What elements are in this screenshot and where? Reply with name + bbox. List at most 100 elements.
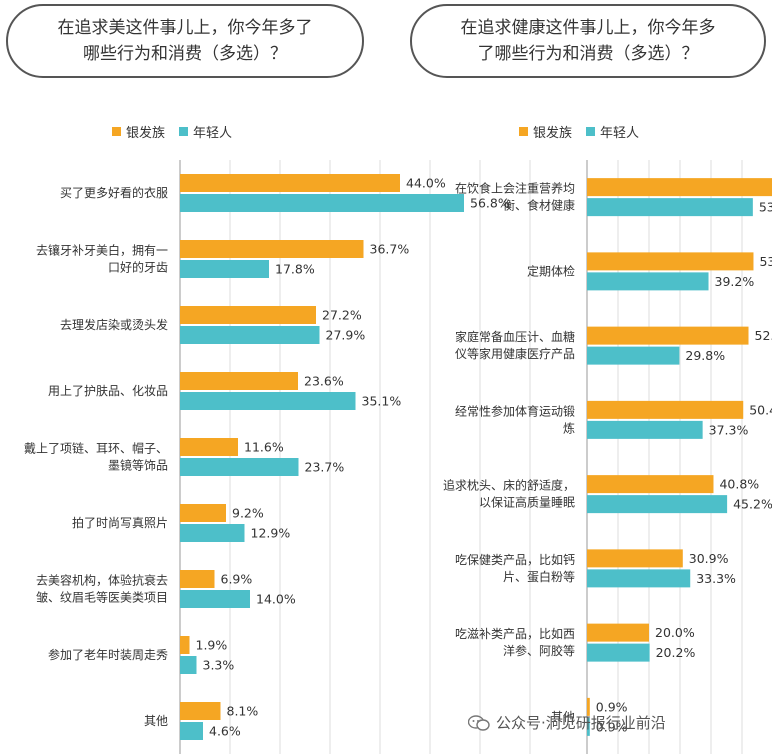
right-value-label-silver: 0.9% bbox=[596, 699, 628, 714]
right-bar-silver bbox=[587, 623, 649, 642]
right-category-label: 吃滋补类产品，比如西洋参、阿胶等 bbox=[455, 626, 575, 658]
left-legend: 银发族 年轻人 bbox=[112, 122, 246, 141]
left-bar-silver bbox=[180, 504, 226, 522]
left-category-label-line: 买了更多好看的衣服 bbox=[60, 185, 168, 200]
right-category-label-line: 其他 bbox=[551, 710, 575, 724]
left-value-label-young: 14.0% bbox=[256, 592, 296, 607]
left-category-label: 参加了老年时装周走秀 bbox=[48, 647, 168, 662]
left-question-line-2: 哪些行为和消费（多选）？ bbox=[83, 44, 287, 64]
right-bar-silver bbox=[587, 178, 772, 197]
left-bar-silver bbox=[180, 174, 400, 192]
left-chart-question: 在追求美这件事儿上，你今年多了 哪些行为和消费（多选）？ bbox=[6, 4, 364, 78]
left-bar-silver bbox=[180, 570, 215, 588]
left-value-label-young: 56.8% bbox=[470, 196, 510, 211]
left-category-label: 戴上了项链、耳环、帽子、墨镜等饰品 bbox=[24, 441, 168, 473]
right-category-label-line: 炼 bbox=[563, 420, 575, 435]
left-category-label-line: 用上了护肤品、化妆品 bbox=[48, 383, 168, 398]
left-value-label-silver: 1.9% bbox=[196, 638, 228, 653]
right-value-label-silver: 30.9% bbox=[689, 551, 729, 566]
legend-young-label: 年轻人 bbox=[193, 126, 233, 141]
left-question-line-1: 在追求美这件事儿上，你今年多了 bbox=[57, 18, 313, 38]
watermark: 公众号·洞见研报行业前沿 bbox=[468, 712, 666, 733]
left-bar-silver bbox=[180, 240, 364, 258]
right-bar-silver bbox=[587, 549, 683, 568]
right-category-label-line: 洋参、阿胶等 bbox=[503, 643, 575, 658]
right-bar-silver bbox=[587, 697, 590, 716]
silver-swatch bbox=[519, 127, 528, 136]
left-bar-silver bbox=[180, 636, 190, 654]
right-bar-silver bbox=[587, 400, 744, 419]
right-value-label-silver: 40.8% bbox=[719, 477, 759, 492]
left-bar-young bbox=[180, 656, 197, 674]
left-category-label-line: 去美容机构，体验抗衰去 bbox=[36, 573, 168, 588]
right-category-label-line: 衡、食材健康 bbox=[503, 198, 575, 213]
left-category-label-line: 口好的牙齿 bbox=[108, 260, 168, 275]
left-value-label-silver: 36.7% bbox=[370, 242, 410, 257]
left-bar-young bbox=[180, 524, 245, 542]
right-bar-young bbox=[587, 346, 680, 365]
right-bar-young bbox=[587, 272, 709, 291]
left-bar-silver bbox=[180, 702, 221, 720]
right-bar-young bbox=[587, 569, 691, 588]
right-category-label-line: 片、蛋白粉等 bbox=[503, 569, 575, 584]
right-value-label-young: 0.9% bbox=[596, 719, 628, 734]
left-bar-young bbox=[180, 392, 356, 410]
right-category-label-line: 家庭常备血压计、血糖 bbox=[455, 329, 575, 344]
left-category-label-line: 皱、纹眉毛等医美类项目 bbox=[36, 590, 168, 605]
right-category-label-line: 追求枕头、床的舒适度， bbox=[443, 478, 575, 493]
right-bar-silver bbox=[587, 252, 754, 271]
right-value-label-silver: 52.1% bbox=[755, 328, 772, 343]
left-category-label: 买了更多好看的衣服 bbox=[60, 185, 168, 200]
left-category-label: 去理发店染或烫头发 bbox=[60, 317, 168, 332]
right-value-label-young: 29.8% bbox=[685, 348, 725, 363]
left-value-label-silver: 11.6% bbox=[244, 440, 284, 455]
left-category-label-line: 去镶牙补牙美白，拥有一 bbox=[36, 243, 168, 258]
left-value-label-young: 35.1% bbox=[362, 394, 402, 409]
left-bar-young bbox=[180, 722, 203, 740]
legend-silver-label: 银发族 bbox=[533, 126, 573, 141]
right-bar-silver bbox=[587, 326, 749, 345]
young-swatch bbox=[179, 127, 189, 136]
right-value-label-silver: 53.7% bbox=[759, 254, 772, 269]
right-bar-young bbox=[587, 643, 650, 662]
left-value-label-silver: 8.1% bbox=[227, 704, 259, 719]
right-bar-young bbox=[587, 495, 728, 514]
left-value-label-silver: 44.0% bbox=[406, 176, 446, 191]
right-bar-young bbox=[587, 198, 753, 217]
right-value-label-young: 33.3% bbox=[696, 571, 736, 586]
right-value-label-young: 39.2% bbox=[715, 274, 755, 289]
left-bar-silver bbox=[180, 372, 298, 390]
right-question-line-1: 在追求健康这件事儿上，你今年多 bbox=[460, 18, 716, 38]
right-value-label-young: 37.3% bbox=[709, 422, 749, 437]
left-category-label: 其他 bbox=[144, 714, 168, 728]
watermark-text: 公众号·洞见研报行业前沿 bbox=[496, 714, 666, 732]
right-category-label: 家庭常备血压计、血糖仪等家用健康医疗产品 bbox=[455, 329, 575, 361]
left-bar-silver bbox=[180, 438, 238, 456]
left-bar-silver bbox=[180, 306, 316, 324]
right-value-label-silver: 20.0% bbox=[655, 625, 695, 640]
left-category-label: 用上了护肤品、化妆品 bbox=[48, 383, 168, 398]
left-category-label-line: 去理发店染或烫头发 bbox=[60, 317, 168, 332]
right-category-label: 追求枕头、床的舒适度， 以保证高质量睡眠 bbox=[443, 478, 575, 510]
left-bar-young bbox=[180, 260, 269, 278]
right-bar-young bbox=[587, 717, 590, 736]
right-chart-question: 在追求健康这件事儿上，你今年多 了哪些行为和消费（多选）？ bbox=[410, 4, 766, 78]
right-category-label-line: 吃保健类产品，比如钙 bbox=[455, 552, 575, 567]
left-bar-young bbox=[180, 590, 250, 608]
right-legend: 银发族 年轻人 bbox=[519, 122, 653, 141]
left-category-label: 去镶牙补牙美白，拥有一口好的牙齿 bbox=[36, 243, 168, 275]
wechat-icon bbox=[468, 714, 490, 731]
left-bar-young bbox=[180, 458, 299, 476]
left-category-label: 拍了时尚写真照片 bbox=[72, 515, 168, 530]
left-category-label: 去美容机构，体验抗衰去皱、纹眉毛等医美类项目 bbox=[36, 573, 168, 605]
right-bar-young bbox=[587, 420, 703, 439]
left-bar-young bbox=[180, 326, 320, 344]
left-value-label-silver: 9.2% bbox=[232, 506, 264, 521]
right-category-label: 其他 bbox=[551, 710, 575, 724]
right-value-label-young: 20.2% bbox=[656, 645, 696, 660]
left-category-label-line: 戴上了项链、耳环、帽子、 bbox=[24, 441, 168, 456]
silver-swatch bbox=[112, 127, 121, 136]
right-value-label-young: 53.5% bbox=[759, 200, 772, 215]
left-value-label-silver: 27.2% bbox=[322, 308, 362, 323]
